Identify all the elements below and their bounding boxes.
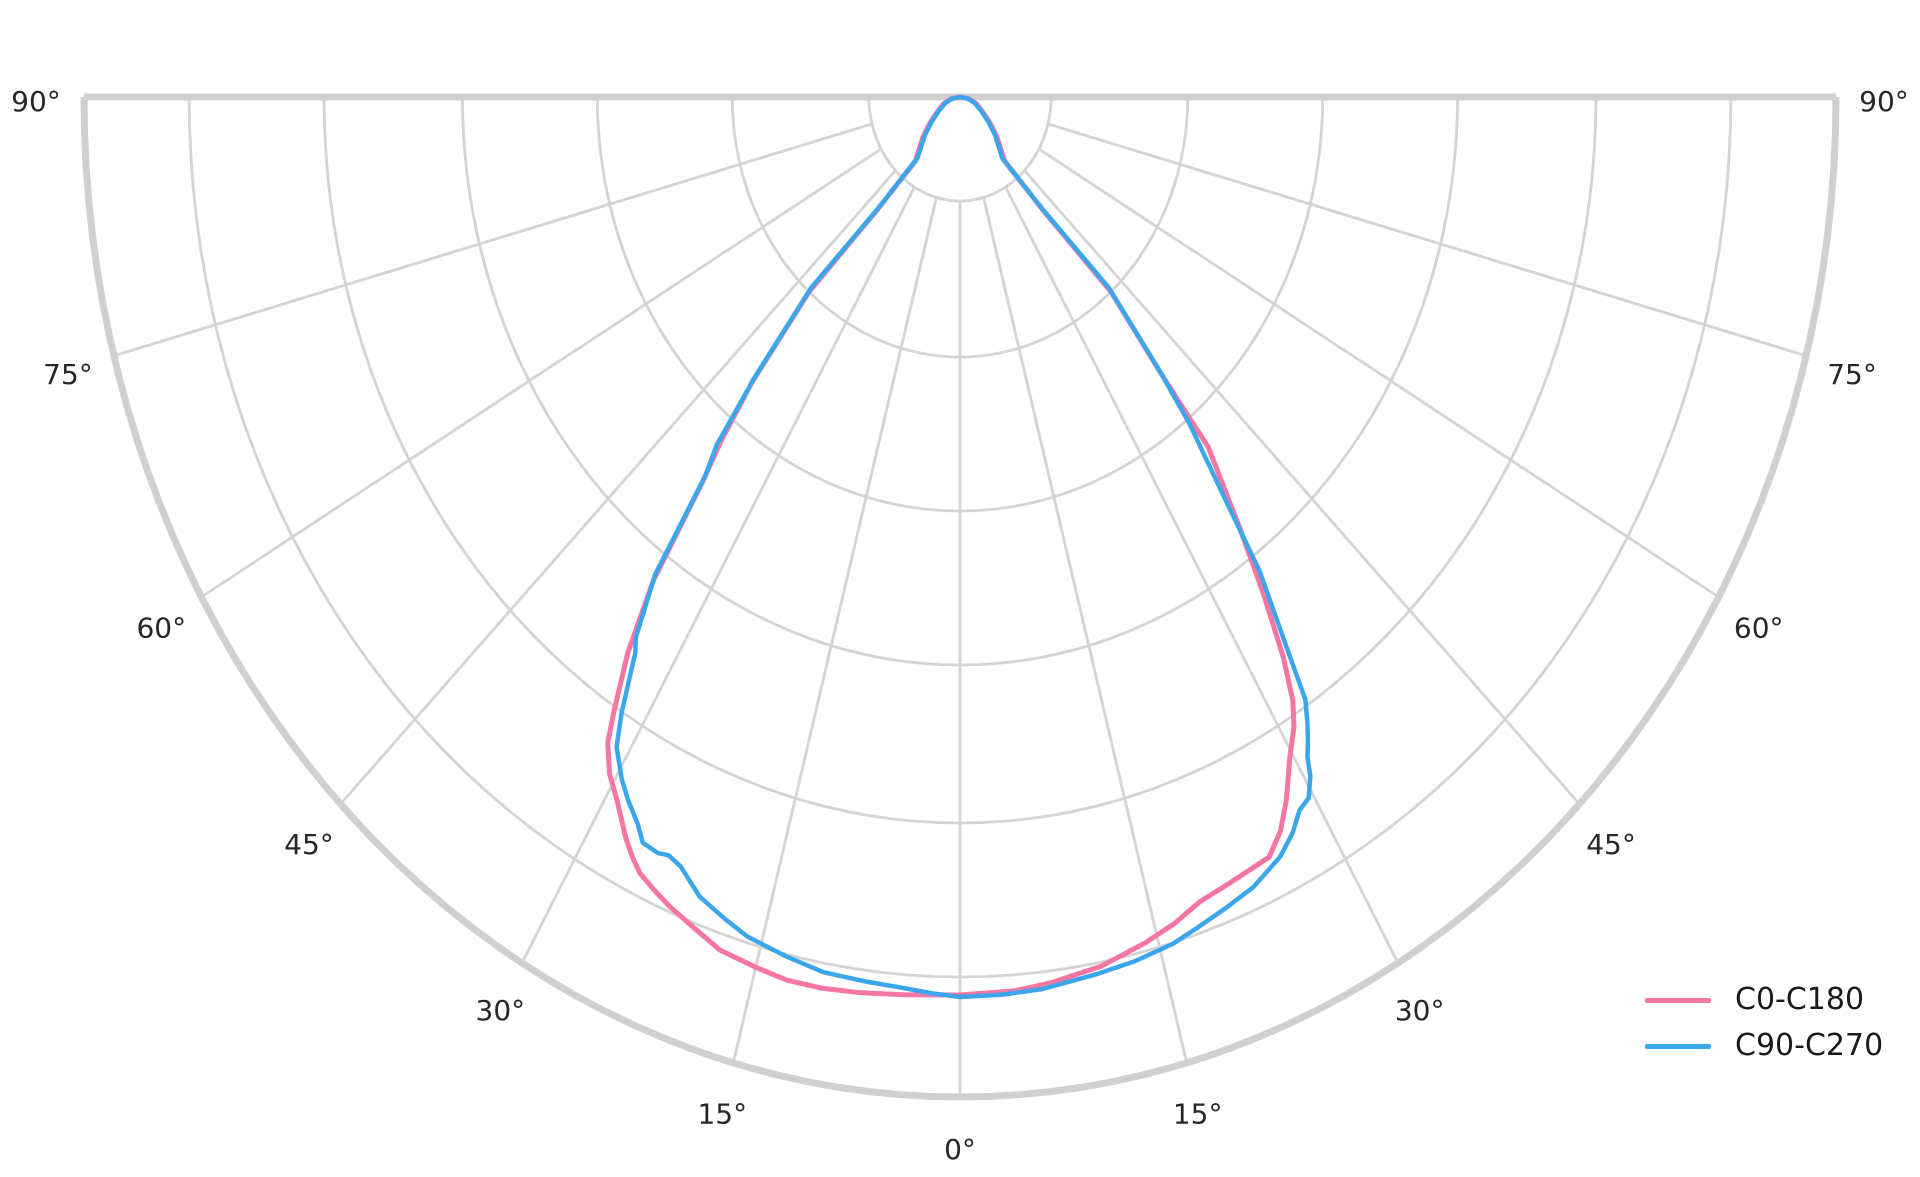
polar-grid-spoke — [731, 197, 938, 1064]
polar-grid-spoke — [520, 186, 916, 964]
polar-grid-spoke — [982, 197, 1189, 1064]
polar-grid-spoke — [339, 169, 897, 806]
legend-label: C90-C270 — [1735, 1028, 1884, 1063]
legend: C0-C180 C90-C270 — [1645, 982, 1884, 1063]
curve-c0-c180 — [605, 94, 1297, 998]
polar-grid-spoke — [1038, 147, 1720, 599]
angle-tick-label: 60° — [1734, 611, 1784, 644]
angle-tick-label: 15° — [697, 1098, 747, 1131]
angle-tick-label: 75° — [1827, 358, 1877, 391]
angle-tick-label: 15° — [1173, 1098, 1223, 1131]
angle-tick-label: 45° — [284, 828, 334, 861]
polar-grid-spoke — [113, 122, 873, 358]
angle-tick-label: 45° — [1586, 828, 1636, 861]
polar-grid-spoke — [1047, 122, 1807, 358]
polar-grid-spoke — [200, 147, 882, 599]
polar-rim — [80, 96, 1840, 1101]
legend-item: C0-C180 — [1645, 982, 1883, 1017]
angle-tick-label: 60° — [136, 611, 186, 644]
angle-tick-label: 75° — [43, 358, 93, 391]
angle-tick-label: 0° — [944, 1133, 976, 1166]
polar-grid-spoke — [1004, 186, 1400, 964]
polar-grid-spoke — [1023, 169, 1581, 806]
legend-swatch-c90-c270 — [1645, 1043, 1711, 1049]
legend-swatch-c0-c180 — [1645, 997, 1711, 1003]
curve-c90-c270 — [614, 94, 1313, 1000]
angle-tick-label: 30° — [1395, 994, 1445, 1027]
angle-tick-label: 30° — [476, 994, 526, 1027]
angle-tick-label: 90° — [11, 85, 61, 118]
legend-item: C90-C270 — [1645, 1028, 1884, 1063]
angle-tick-label: 90° — [1859, 85, 1909, 118]
legend-label: C0-C180 — [1735, 982, 1865, 1017]
